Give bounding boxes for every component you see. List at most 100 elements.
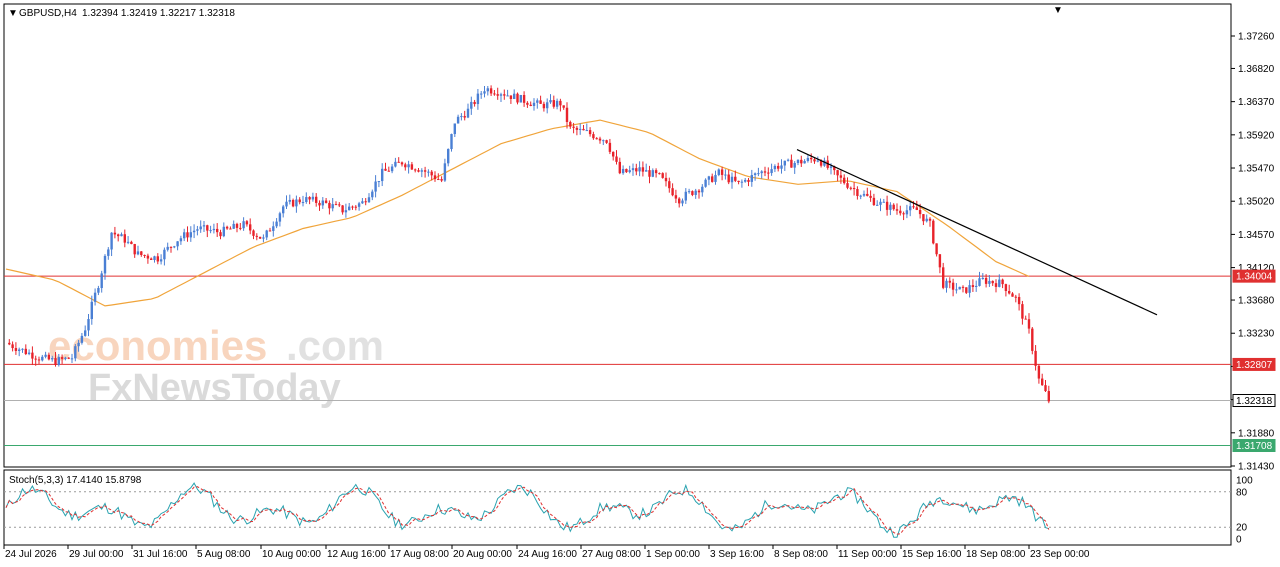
watermark-dotcom: .com <box>286 322 384 369</box>
candle <box>770 163 773 176</box>
candle <box>285 195 288 209</box>
candle <box>869 190 872 202</box>
candle <box>945 278 948 293</box>
candle <box>790 154 793 168</box>
candle <box>163 247 166 266</box>
candle <box>110 232 113 257</box>
candle <box>595 137 598 140</box>
time-tick-label: 17 Aug 08:00 <box>390 549 449 560</box>
candle <box>975 280 978 292</box>
candle <box>222 222 225 238</box>
candle <box>687 188 691 194</box>
candle <box>493 90 496 96</box>
candle <box>942 262 945 290</box>
candle <box>384 162 387 171</box>
candle <box>562 105 565 110</box>
level-badge <box>1232 438 1276 452</box>
candle <box>852 182 856 196</box>
price-tick-label: 1.34120 <box>1238 263 1275 274</box>
candle <box>1034 345 1037 371</box>
candle <box>522 91 526 107</box>
collapse-arrow-icon[interactable]: ▼ <box>1053 5 1063 16</box>
candle <box>11 341 14 352</box>
candle <box>555 98 559 110</box>
candle <box>810 153 813 163</box>
candle <box>427 169 430 177</box>
candle <box>1011 292 1014 297</box>
time-tick-label: 15 Sep 16:00 <box>902 549 962 560</box>
candle <box>641 161 645 177</box>
candle <box>156 253 159 265</box>
candle <box>473 99 476 107</box>
candle <box>400 161 404 167</box>
candle <box>113 226 117 239</box>
time-tick-label: 23 Sep 00:00 <box>1030 549 1090 560</box>
time-tick-label: 27 Aug 08:00 <box>582 549 641 560</box>
candle <box>681 198 684 207</box>
level-badge <box>1232 269 1276 283</box>
candle <box>645 163 648 172</box>
candle <box>90 295 93 325</box>
stoch-tick-label: 20 <box>1236 523 1248 534</box>
candle <box>120 232 123 237</box>
candle <box>275 218 278 229</box>
candle <box>453 123 456 138</box>
candle <box>793 161 796 174</box>
candle <box>925 214 928 223</box>
candle <box>866 187 869 197</box>
candle <box>390 164 394 174</box>
candle <box>998 274 1001 288</box>
stoch-tick-label: 100 <box>1236 476 1253 487</box>
candle <box>361 198 364 204</box>
candle <box>618 157 621 175</box>
candle <box>701 184 704 197</box>
candle <box>265 229 268 241</box>
candle <box>1037 364 1041 384</box>
candle <box>420 168 423 178</box>
candle <box>14 342 18 355</box>
candle <box>499 92 503 103</box>
candle <box>235 222 239 233</box>
candle <box>948 277 951 289</box>
candle <box>915 200 918 211</box>
candle <box>143 254 146 259</box>
candle <box>1044 380 1047 392</box>
candle <box>889 202 892 216</box>
candle <box>588 127 592 137</box>
candle <box>658 172 661 175</box>
candle <box>1001 278 1004 289</box>
candle <box>262 234 265 243</box>
candle <box>720 166 724 181</box>
candle <box>103 254 107 280</box>
price-tick-label: 1.36820 <box>1238 64 1275 75</box>
candle <box>602 139 605 146</box>
candle <box>146 253 150 264</box>
candle <box>734 170 737 183</box>
candle <box>311 192 315 202</box>
candle <box>872 193 876 206</box>
candle <box>678 197 681 208</box>
candle <box>1021 300 1024 325</box>
trendline[interactable] <box>796 149 1158 316</box>
candle <box>324 197 328 204</box>
candle <box>1027 313 1031 334</box>
candle <box>219 229 222 240</box>
ma-line[interactable] <box>5 119 1030 307</box>
candle <box>565 102 569 129</box>
symbol-label: GBPUSD,H4 <box>19 8 77 19</box>
candle <box>1004 283 1008 297</box>
candle <box>291 198 295 208</box>
candle <box>351 205 354 210</box>
time-tick-label: 5 Aug 08:00 <box>197 549 251 560</box>
candle <box>651 168 654 178</box>
time-tick-label: 11 Sep 00:00 <box>838 549 897 560</box>
dropdown-triangle-icon[interactable]: ▼ <box>8 8 18 19</box>
candle <box>671 183 674 197</box>
candle <box>727 169 730 185</box>
candle <box>305 192 308 204</box>
candle <box>450 133 453 152</box>
candle <box>443 158 447 182</box>
candle <box>27 349 31 356</box>
candle <box>694 188 697 199</box>
